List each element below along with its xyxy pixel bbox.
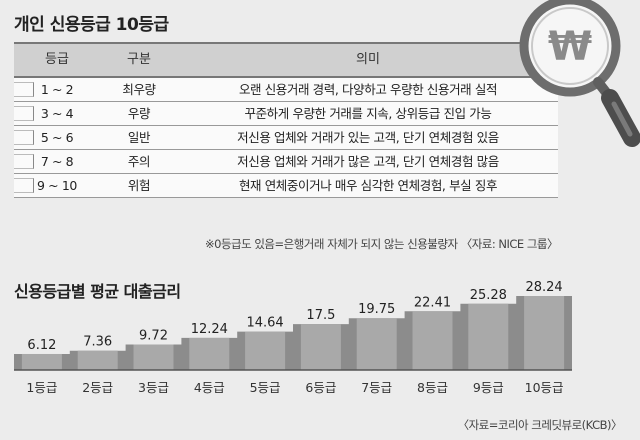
category-label: 6등급 — [305, 380, 336, 395]
row-grade: 7 ~ 8 — [40, 154, 74, 169]
table-row: 3 ~ 4 우량 꾸준하게 우량한 거래를 지속, 상위등급 진입 가능 — [14, 102, 558, 126]
infographic-title: 개인 신용등급 10등급 — [14, 15, 169, 35]
won-symbol: ₩ — [548, 24, 592, 70]
value-label: 19.75 — [358, 302, 395, 317]
row-meaning: 현재 연체중이거나 매우 심각한 연체경험, 부실 징후 — [238, 178, 498, 193]
header-grade: 등급 — [45, 52, 69, 67]
category-label: 4등급 — [194, 380, 225, 395]
row-meaning: 오랜 신용거래 경력, 다양하고 우량한 신용거래 실적 — [238, 82, 498, 97]
category-label: 9등급 — [473, 380, 504, 395]
value-label: 12.24 — [191, 322, 228, 337]
category-label: 7등급 — [361, 380, 392, 395]
value-label: 25.28 — [470, 288, 507, 303]
row-tab-mark — [14, 82, 34, 97]
value-label: 22.41 — [414, 295, 451, 310]
header-meaning: 의미 — [356, 52, 380, 67]
row-tab-mark — [14, 106, 34, 121]
table-source-note: ※0등급도 있음=은행거래 자체가 되지 않는 신용불량자 〈자료: NICE … — [205, 237, 559, 251]
row-category: 일반 — [127, 130, 151, 145]
row-grade: 9 ~ 10 — [37, 178, 77, 193]
bar — [300, 324, 341, 370]
category-label: 8등급 — [417, 380, 448, 395]
bar — [524, 296, 565, 370]
row-category: 주의 — [127, 154, 151, 169]
value-label: 17.5 — [306, 308, 335, 323]
category-label: 5등급 — [250, 380, 281, 395]
table-row: 7 ~ 8 주의 저신용 업체와 거래가 많은 고객, 단기 연체경험 많음 — [14, 150, 558, 174]
value-label: 9.72 — [139, 329, 168, 344]
row-meaning: 꾸준하게 우량한 거래를 지속, 상위등급 진입 가능 — [244, 106, 492, 121]
bar — [468, 303, 509, 370]
row-grade: 5 ~ 6 — [40, 130, 74, 145]
row-meaning: 저신용 업체와 거래가 있는 고객, 단기 연체경험 있음 — [237, 130, 499, 145]
header-category: 구분 — [127, 52, 151, 67]
row-category: 최우량 — [122, 82, 156, 97]
row-grade: 3 ~ 4 — [40, 106, 74, 121]
row-category: 우량 — [127, 106, 151, 121]
table-row: 9 ~ 10 위험 현재 연체중이거나 매우 심각한 연체경험, 부실 징후 — [14, 174, 558, 198]
row-grade: 1 ~ 2 — [40, 82, 74, 97]
table-row: 1 ~ 2 최우량 오랜 신용거래 경력, 다양하고 우량한 신용거래 실적 — [14, 78, 558, 102]
bar — [412, 311, 453, 370]
category-label: 2등급 — [82, 380, 113, 395]
value-label: 7.36 — [83, 335, 112, 350]
chart-source-note: 〈자료=코리아 크레딧뷰로(KCB)〉 — [457, 418, 623, 432]
bar — [356, 318, 397, 370]
row-tab-mark — [14, 178, 34, 193]
row-meaning: 저신용 업체와 거래가 많은 고객, 단기 연체경험 많음 — [237, 154, 499, 169]
row-tab-mark — [14, 154, 34, 169]
bar — [77, 350, 118, 370]
value-label: 14.64 — [246, 316, 283, 331]
bar — [189, 337, 230, 370]
table-row: 5 ~ 6 일반 저신용 업체와 거래가 있는 고객, 단기 연체경험 있음 — [14, 126, 558, 150]
bar — [133, 344, 174, 370]
category-label: 10등급 — [525, 380, 564, 395]
category-label: 1등급 — [26, 380, 57, 395]
magnifier-won-icon: ₩ — [519, 0, 640, 147]
row-tab-mark — [14, 130, 34, 145]
table-header: 등급 구분 의미 — [14, 44, 558, 78]
value-label: 28.24 — [525, 280, 562, 295]
row-category: 위험 — [127, 178, 151, 193]
bar — [245, 331, 286, 370]
bar — [21, 353, 62, 370]
category-label: 3등급 — [138, 380, 169, 395]
value-label: 6.12 — [27, 338, 56, 353]
credit-grade-table: 등급 구분 의미 1 ~ 2 최우량 오랜 신용거래 경력, 다양하고 우량한 … — [14, 42, 558, 198]
chart-title: 신용등급별 평균 대출금리 — [14, 282, 181, 301]
